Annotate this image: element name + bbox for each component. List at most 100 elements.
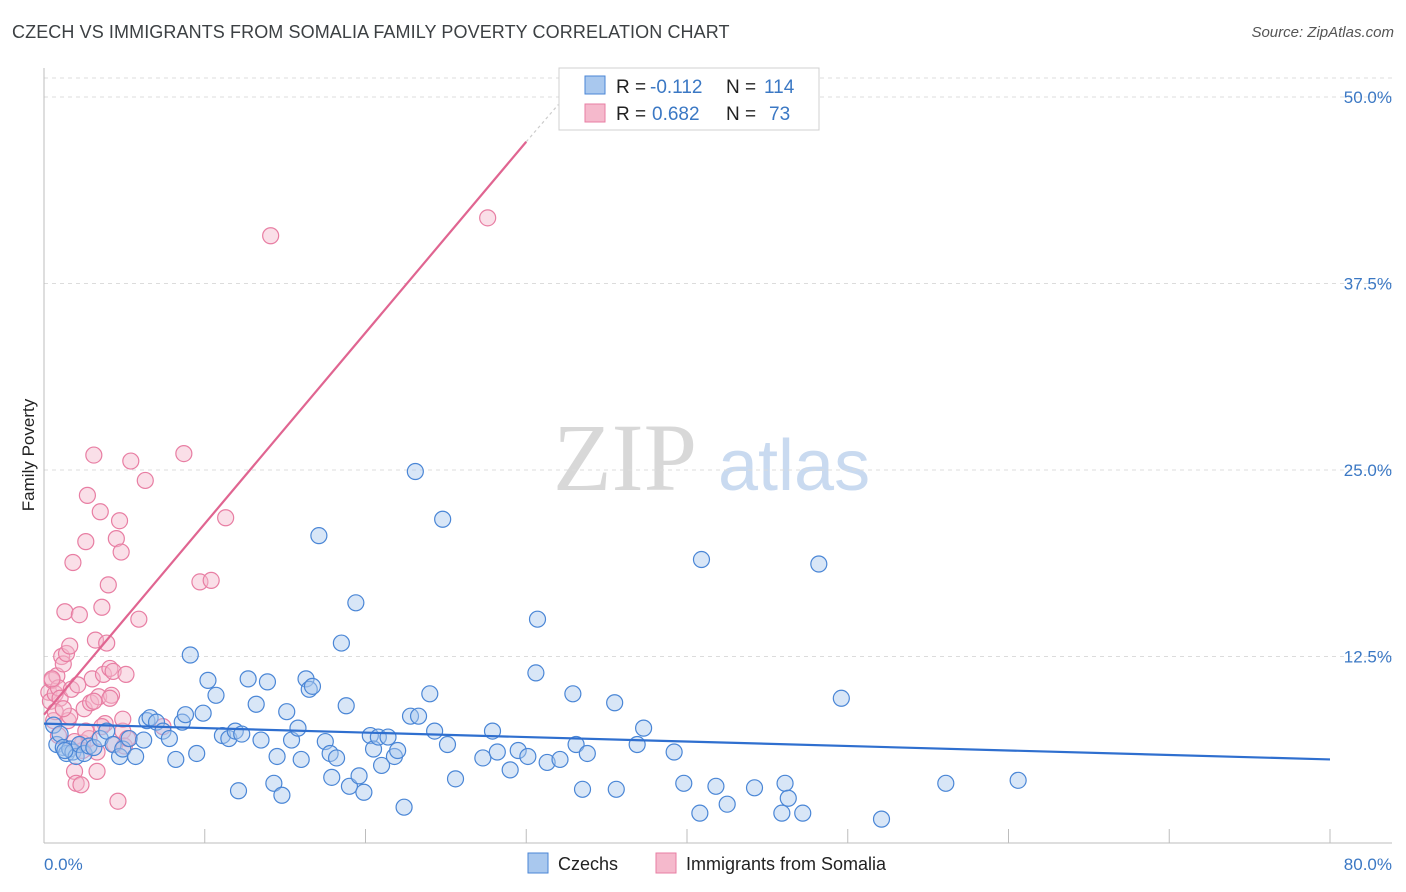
czechs-point xyxy=(278,703,296,721)
czechs-point xyxy=(265,774,283,792)
czechs-point xyxy=(675,774,693,792)
czechs-point xyxy=(199,671,217,689)
czechs-point xyxy=(426,722,444,740)
bottom-legend-somalia: Immigrants from Somalia xyxy=(686,854,887,874)
somalia-point xyxy=(98,634,116,652)
somalia-point xyxy=(88,762,106,780)
y-axis-label: Family Poverty xyxy=(19,398,38,511)
czechs-point xyxy=(832,689,850,707)
somalia-point xyxy=(56,603,74,621)
czechs-point xyxy=(273,786,291,804)
czechs-point xyxy=(567,735,585,754)
czechs-point xyxy=(303,677,322,695)
somalia-point xyxy=(262,227,280,245)
somalia-point xyxy=(94,665,113,684)
czechs-point xyxy=(434,510,452,528)
czechs-point xyxy=(181,646,199,664)
y-tick-label: 12.5% xyxy=(1344,648,1392,667)
czechs-point xyxy=(300,680,318,698)
somalia-point xyxy=(51,689,69,707)
czechs-point xyxy=(406,462,424,481)
czechs-point xyxy=(794,804,812,822)
czechs-point xyxy=(289,719,307,737)
somalia-point xyxy=(86,631,105,649)
somalia-point xyxy=(77,533,95,551)
x-tick-labels: 0.0% 80.0% xyxy=(44,855,1392,874)
legend-r-value-somalia: 0.682 xyxy=(652,104,700,125)
czechs-point xyxy=(395,798,413,816)
somalia-point xyxy=(114,710,132,728)
legend-n-value-czechs: 114 xyxy=(764,77,795,98)
czechs-point xyxy=(421,685,439,703)
czechs-point xyxy=(239,670,257,688)
czechs-point xyxy=(176,706,195,724)
czechs-point xyxy=(247,695,265,713)
czechs-point xyxy=(252,731,270,749)
czechs-point xyxy=(438,735,457,754)
czechs-point xyxy=(691,804,709,822)
y-tick-label: 37.5% xyxy=(1344,275,1392,294)
somalia-point xyxy=(110,512,129,530)
czechs-point xyxy=(379,728,397,746)
somalia-point xyxy=(91,503,109,521)
czechs-point xyxy=(564,685,582,703)
legend-r-value-czechs: -0.112 xyxy=(650,77,702,98)
czechs-point xyxy=(527,664,545,682)
czechs-point xyxy=(1009,771,1027,789)
legend-swatch-somalia xyxy=(584,103,606,123)
czechs-point xyxy=(607,780,625,798)
somalia-point xyxy=(43,670,61,688)
somalia-point xyxy=(175,444,193,463)
somalia-point xyxy=(54,700,72,718)
somalia-point xyxy=(72,776,90,794)
somalia-point xyxy=(101,659,119,678)
czechs-point xyxy=(578,744,596,763)
somalia-point xyxy=(102,686,121,704)
somalia-point xyxy=(117,665,135,684)
trend-lines xyxy=(43,104,1331,761)
legend-n-label-czechs: N = xyxy=(726,77,756,98)
somalia-trend-line xyxy=(43,141,528,716)
watermark-atlas: atlas xyxy=(718,426,870,506)
czechs-point xyxy=(389,741,407,760)
czechs-point xyxy=(634,719,653,737)
somalia-point xyxy=(54,655,72,673)
bottom-legend-czechs: Czechs xyxy=(558,854,618,874)
somalia-point xyxy=(217,509,235,527)
czechs-point xyxy=(114,740,132,758)
legend-n-value-somalia: 73 xyxy=(769,104,790,125)
czechs-point xyxy=(409,707,428,725)
czechs-point xyxy=(488,743,506,761)
grid-lines xyxy=(44,77,1392,657)
somalia-point xyxy=(69,676,87,694)
czechs-point xyxy=(327,749,346,767)
somalia-point xyxy=(64,553,82,572)
chart-title: CZECH VS IMMIGRANTS FROM SOMALIA FAMILY … xyxy=(12,22,730,42)
czechs-point xyxy=(207,686,225,704)
czechs-point xyxy=(56,741,74,760)
somalia-point xyxy=(93,598,111,616)
czechs-point xyxy=(310,527,328,545)
czechs-point xyxy=(167,750,185,769)
y-tick-label: 50.0% xyxy=(1344,88,1392,107)
somalia-point xyxy=(109,792,127,810)
czechs-point xyxy=(194,704,212,722)
czechs-point xyxy=(127,747,145,766)
series-somalia-points xyxy=(40,209,497,810)
watermark-zip: ZIP xyxy=(553,404,697,511)
somalia-point xyxy=(85,692,103,710)
czechs-point xyxy=(229,782,248,800)
czechs-point xyxy=(501,761,519,779)
somalia-point xyxy=(122,452,140,470)
czechs-point xyxy=(446,770,465,788)
czechs-point xyxy=(810,555,828,573)
czechs-point xyxy=(135,731,153,749)
chart-source: Source: ZipAtlas.com xyxy=(1251,24,1394,41)
somalia-point xyxy=(130,610,148,628)
czechs-point xyxy=(120,729,138,748)
somalia-point xyxy=(99,576,117,594)
legend-n-label-somalia: N = xyxy=(726,104,756,125)
legend-r-label-czechs: R = xyxy=(616,77,646,98)
czechs-point xyxy=(268,747,286,766)
czechs-point xyxy=(551,750,569,769)
